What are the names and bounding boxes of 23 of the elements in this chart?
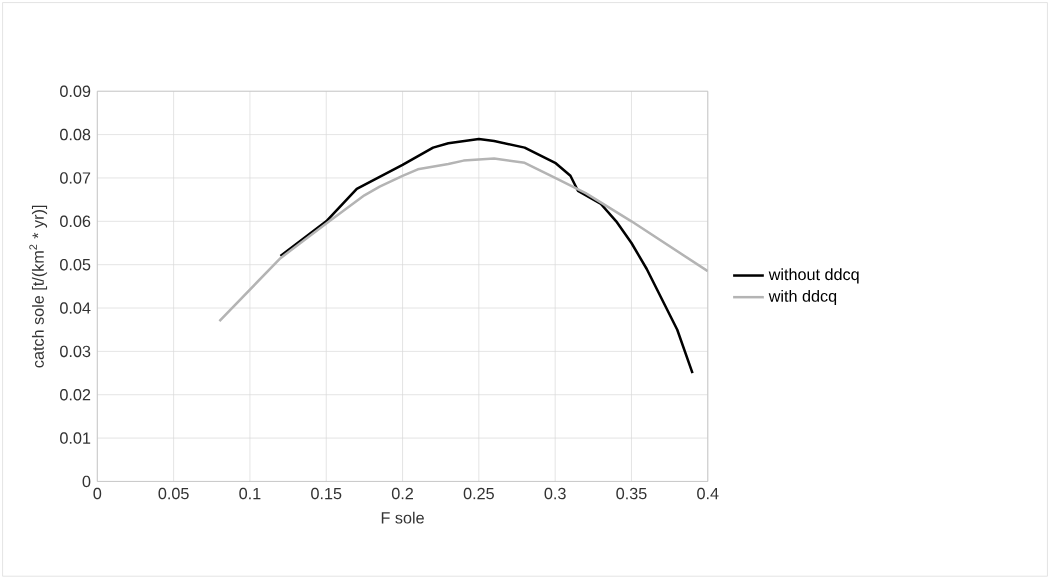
x-tick-label: 0.3 [544, 487, 566, 500]
y-tick-label: 0.03 [60, 345, 91, 358]
x-tick-label: 0.2 [391, 487, 413, 500]
x-tick-label: 0.35 [616, 487, 647, 500]
y-tick-label: 0.01 [60, 432, 91, 444]
x-tick-label: 0.15 [311, 487, 342, 500]
y-tick-label: 0.09 [60, 85, 91, 98]
y-tick-label: 0.02 [60, 389, 91, 401]
x-axis-title: F sole [381, 511, 424, 524]
y-tick-label: 0.08 [60, 128, 91, 141]
y-tick-label: 0.05 [60, 259, 91, 271]
y-tick-label: 0.04 [60, 302, 91, 314]
x-tick-label: 0.25 [463, 487, 494, 500]
x-tick-label: 0.4 [697, 487, 719, 500]
y-axis-title: catch sole [t/(km$^{2}$ * yr)] [29, 205, 48, 368]
legend-label: with ddcq [768, 290, 837, 306]
x-tick-label: 0 [93, 487, 102, 500]
y-tick-label: 0.07 [60, 172, 91, 184]
y-tick-label: 0 [82, 475, 91, 488]
x-tick-label: 0.1 [239, 487, 261, 500]
legend-label: without ddcq [768, 268, 859, 284]
x-tick-label: 0.05 [158, 487, 189, 500]
y-tick-label: 0.06 [60, 215, 91, 228]
